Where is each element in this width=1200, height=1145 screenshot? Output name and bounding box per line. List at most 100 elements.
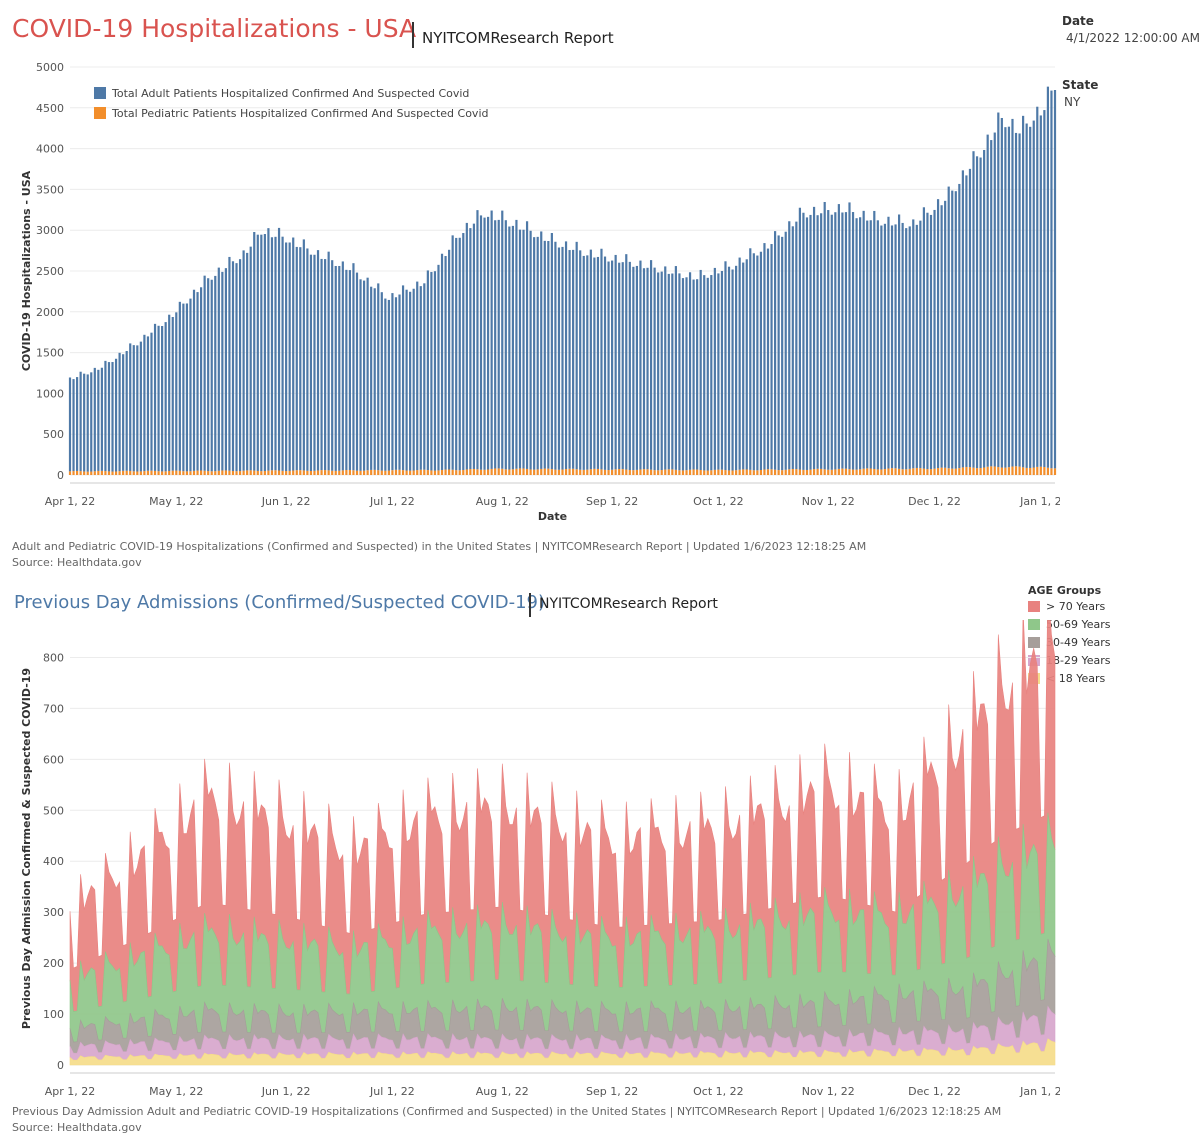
age-legend-title: AGE Groups bbox=[1028, 584, 1102, 597]
adult-bar bbox=[649, 260, 653, 470]
pediatric-bar bbox=[394, 469, 398, 475]
adult-bar bbox=[515, 219, 518, 469]
pediatric-bar bbox=[277, 470, 281, 475]
adult-bar bbox=[912, 219, 915, 469]
adult-bar bbox=[752, 253, 755, 471]
pediatric-bar bbox=[231, 471, 235, 475]
adult-bar bbox=[362, 280, 366, 471]
pediatric-bar bbox=[933, 468, 936, 475]
pediatric-bar bbox=[543, 468, 546, 475]
age-legend-item[interactable]: 50-69 Years bbox=[1028, 618, 1110, 631]
pediatric-bar bbox=[788, 469, 791, 475]
pediatric-bar bbox=[735, 470, 738, 475]
pediatric-bar bbox=[83, 471, 86, 475]
chart1-y-tick-label: 5000 bbox=[36, 61, 64, 74]
adult-bar bbox=[763, 243, 766, 470]
pediatric-bar bbox=[823, 469, 826, 475]
adult-bar bbox=[550, 232, 553, 470]
adult-bar bbox=[724, 261, 727, 471]
date-filter-value[interactable]: 4/1/2022 12:00:00 AM .. bbox=[1066, 31, 1200, 45]
adult-bar bbox=[926, 212, 929, 470]
adult-bar bbox=[345, 269, 348, 471]
adult-bar bbox=[465, 222, 468, 470]
pediatric-bar bbox=[883, 469, 887, 475]
adult-bar bbox=[887, 216, 890, 469]
adult-bar bbox=[426, 270, 429, 471]
pediatric-bar bbox=[192, 470, 196, 475]
adult-bar bbox=[238, 259, 242, 472]
pediatric-bar bbox=[97, 470, 100, 475]
adult-bar bbox=[968, 168, 972, 468]
adult-bar bbox=[189, 298, 192, 472]
pediatric-bar bbox=[522, 468, 525, 475]
pediatric-bar bbox=[100, 470, 103, 475]
adult-bar bbox=[302, 239, 305, 471]
adult-bar bbox=[883, 223, 887, 470]
adult-bar bbox=[1007, 126, 1011, 468]
adult-bar bbox=[862, 210, 865, 469]
pediatric-bar bbox=[717, 469, 720, 475]
pediatric-bar bbox=[132, 471, 135, 475]
adult-bar bbox=[405, 289, 408, 471]
age-legend-item[interactable]: > 70 Years bbox=[1028, 600, 1105, 613]
chart1-y-tick-label: 3500 bbox=[36, 183, 64, 196]
admissions-area-chart: 0 100 200 300 400 500 600 700 800 Apr 1, 22 May 1,… bbox=[20, 620, 1060, 1098]
chart2-x-tick-label: Jul 1, 22 bbox=[369, 1085, 415, 1098]
pediatric-bar bbox=[919, 468, 922, 475]
pediatric-bar bbox=[834, 469, 837, 475]
pediatric-bar bbox=[1000, 467, 1003, 475]
pediatric-bar bbox=[611, 469, 614, 475]
adult-bar bbox=[373, 288, 376, 470]
pediatric-bar bbox=[111, 471, 114, 475]
pediatric-bar bbox=[440, 469, 444, 475]
pediatric-bar bbox=[136, 471, 139, 475]
adult-bar bbox=[1011, 118, 1014, 467]
adult-bar bbox=[536, 236, 539, 470]
pediatric-bar bbox=[401, 470, 405, 475]
pediatric-bar bbox=[366, 470, 369, 475]
adult-bar bbox=[898, 214, 901, 469]
adult-bar bbox=[341, 261, 344, 471]
adult-bar bbox=[919, 220, 922, 469]
adult-bar bbox=[802, 212, 805, 470]
adult-bar bbox=[1039, 115, 1042, 467]
pediatric-bar bbox=[1025, 467, 1028, 475]
adult-bar bbox=[639, 260, 642, 470]
adult-bar bbox=[848, 202, 851, 470]
pediatric-bar bbox=[384, 470, 387, 475]
adult-bar bbox=[681, 278, 685, 471]
pediatric-bar bbox=[667, 469, 670, 475]
age-legend-swatch bbox=[1028, 637, 1040, 648]
chart1-caption: Adult and Pediatric COVID-19 Hospitaliza… bbox=[12, 540, 867, 553]
chart2-x-tick-label: Oct 1, 22 bbox=[693, 1085, 744, 1098]
pediatric-bar bbox=[125, 470, 128, 475]
adult-bar bbox=[859, 217, 862, 470]
pediatric-bar bbox=[997, 467, 1000, 475]
adult-bar bbox=[320, 258, 323, 471]
pediatric-bar bbox=[940, 467, 943, 475]
adult-bar bbox=[416, 281, 419, 471]
adult-bar bbox=[114, 358, 118, 472]
adult-bar bbox=[965, 175, 968, 467]
adult-bar bbox=[929, 214, 933, 470]
age-legend-item[interactable]: 30-49 Years bbox=[1028, 636, 1110, 649]
adult-bar bbox=[313, 254, 316, 471]
chart1-legend-swatch bbox=[94, 87, 106, 99]
adult-bar bbox=[270, 237, 274, 471]
pediatric-bar bbox=[1011, 466, 1014, 475]
adult-bar bbox=[788, 221, 791, 470]
pediatric-bar bbox=[253, 470, 256, 475]
age-legend-label: < 18 Years bbox=[1046, 672, 1106, 685]
pediatric-bar bbox=[968, 467, 972, 475]
pediatric-bar bbox=[359, 470, 362, 475]
adult-bar bbox=[972, 151, 975, 468]
chart2-y-tick-label: 0 bbox=[57, 1059, 64, 1072]
pediatric-bar bbox=[437, 470, 440, 475]
chart1-y-axis-title: COVID-19 Hospitalizations - USA bbox=[20, 170, 33, 371]
adult-bar bbox=[543, 240, 546, 469]
pediatric-bar bbox=[1018, 466, 1021, 475]
state-filter-value[interactable]: NY bbox=[1064, 95, 1081, 109]
adult-bar bbox=[299, 247, 302, 471]
pediatric-bar bbox=[724, 470, 727, 475]
pediatric-bar bbox=[118, 471, 121, 475]
